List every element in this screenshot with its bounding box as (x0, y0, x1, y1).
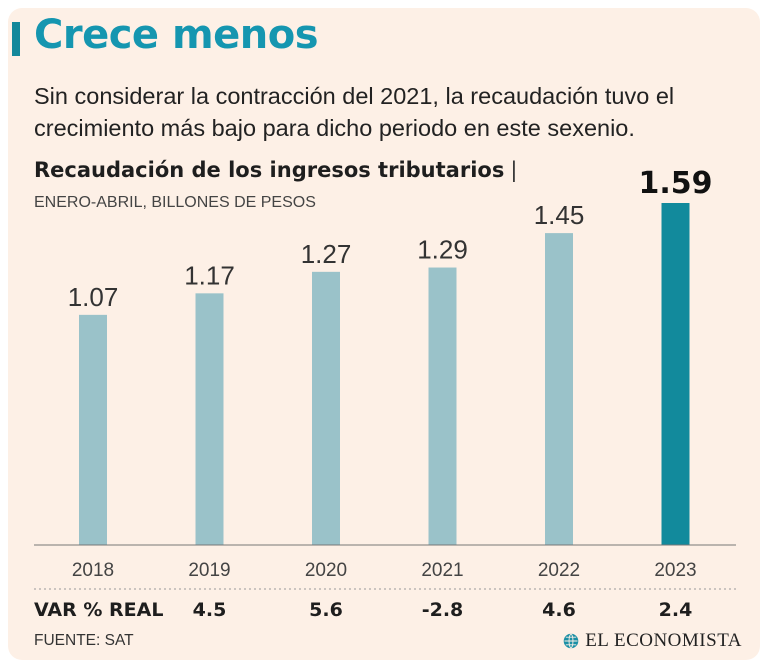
brand-name: EL ECONOMISTA (585, 630, 742, 651)
bar-value-label: 1.07 (68, 282, 119, 312)
variation-value: 5.6 (309, 599, 343, 621)
headline: Crece menos (34, 12, 319, 58)
x-tick-label: 2022 (538, 560, 580, 581)
globe-icon (563, 633, 579, 649)
bar (312, 271, 340, 545)
variation-value: 2.4 (659, 599, 693, 621)
bar-value-label: 1.29 (417, 235, 468, 265)
bar (545, 233, 573, 545)
infographic-card (8, 8, 760, 660)
variation-value: 4.5 (193, 599, 227, 621)
chart-title-text: Recaudación de los ingresos tributarios (34, 158, 505, 182)
x-tick-label: 2023 (654, 560, 696, 581)
x-tick-label: 2021 (421, 560, 463, 581)
x-tick-label: 2018 (72, 560, 114, 581)
chart-title: Recaudación de los ingresos tributarios | (34, 158, 517, 182)
variation-label: VAR % REAL (34, 599, 163, 621)
bar-value-label: 1.27 (301, 239, 352, 269)
source-note: FUENTE: SAT (34, 632, 134, 649)
x-tick-label: 2020 (305, 560, 347, 581)
accent-bar (12, 22, 20, 56)
x-tick-label: 2019 (188, 560, 230, 581)
bar-value-label: 1.45 (534, 200, 585, 230)
bar-value-label: 1.59 (638, 166, 712, 201)
chart-subtitle: ENERO-ABRIL, BILLONES DE PESOS (34, 194, 316, 211)
brand-logo: EL ECONOMISTA (563, 630, 742, 652)
chart-title-separator: | (510, 158, 518, 182)
bar (79, 314, 107, 545)
bar-value-label: 1.17 (184, 260, 235, 290)
bar (661, 203, 690, 545)
subtitle: Sin considerar la contracción del 2021, … (34, 83, 675, 141)
variation-value: 4.6 (542, 599, 576, 621)
variation-value: -2.8 (422, 599, 464, 621)
bar (428, 267, 457, 545)
bar (195, 293, 224, 545)
